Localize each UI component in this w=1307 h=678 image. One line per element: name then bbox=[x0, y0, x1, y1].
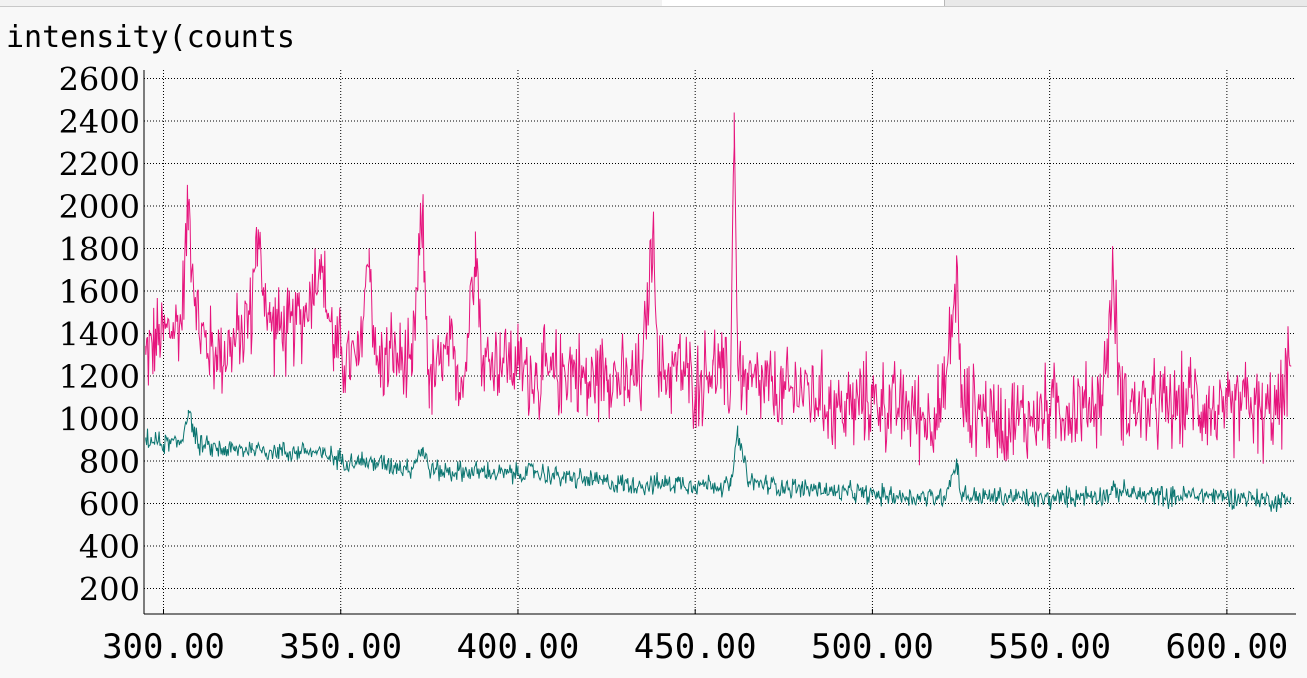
x-tick-label: 400.00 bbox=[457, 627, 580, 667]
y-tick-label: 1600 bbox=[59, 273, 140, 311]
grid bbox=[144, 70, 1296, 614]
y-tick-label: 2000 bbox=[59, 188, 140, 226]
y-tick-label: 2600 bbox=[59, 61, 140, 99]
x-tick-label: 350.00 bbox=[279, 627, 402, 667]
y-tick-label: 400 bbox=[79, 528, 140, 566]
series-line-2 bbox=[145, 409, 1292, 513]
tab-8-active[interactable] bbox=[662, 0, 945, 6]
series-layer bbox=[145, 112, 1292, 513]
x-tick-label: 300.00 bbox=[102, 627, 225, 667]
y-tick-label: 600 bbox=[79, 486, 140, 524]
axes: 200 400 600 800 1000 1200 1400 1600 1800 2000 2200… bbox=[59, 61, 1296, 667]
x-tick-label: 550.00 bbox=[988, 627, 1111, 667]
y-tick-label: 2400 bbox=[59, 103, 140, 141]
y-tick-label: 1400 bbox=[59, 316, 140, 354]
y-tick-label: 1800 bbox=[59, 231, 140, 269]
y-tick-label: 800 bbox=[79, 443, 140, 481]
x-tick-label: 500.00 bbox=[811, 627, 934, 667]
y-tick-label: 1200 bbox=[59, 358, 140, 396]
y-axis-label: intensity(counts bbox=[6, 20, 295, 55]
series-line-1 bbox=[145, 112, 1292, 466]
y-tick-label: 2200 bbox=[59, 146, 140, 184]
x-tick-label: 600.00 bbox=[1165, 627, 1288, 667]
x-tick-label: 450.00 bbox=[634, 627, 757, 667]
y-tick-label: 1000 bbox=[59, 401, 140, 439]
window-tab-strip bbox=[0, 0, 1307, 7]
y-tick-label: 200 bbox=[79, 571, 140, 609]
